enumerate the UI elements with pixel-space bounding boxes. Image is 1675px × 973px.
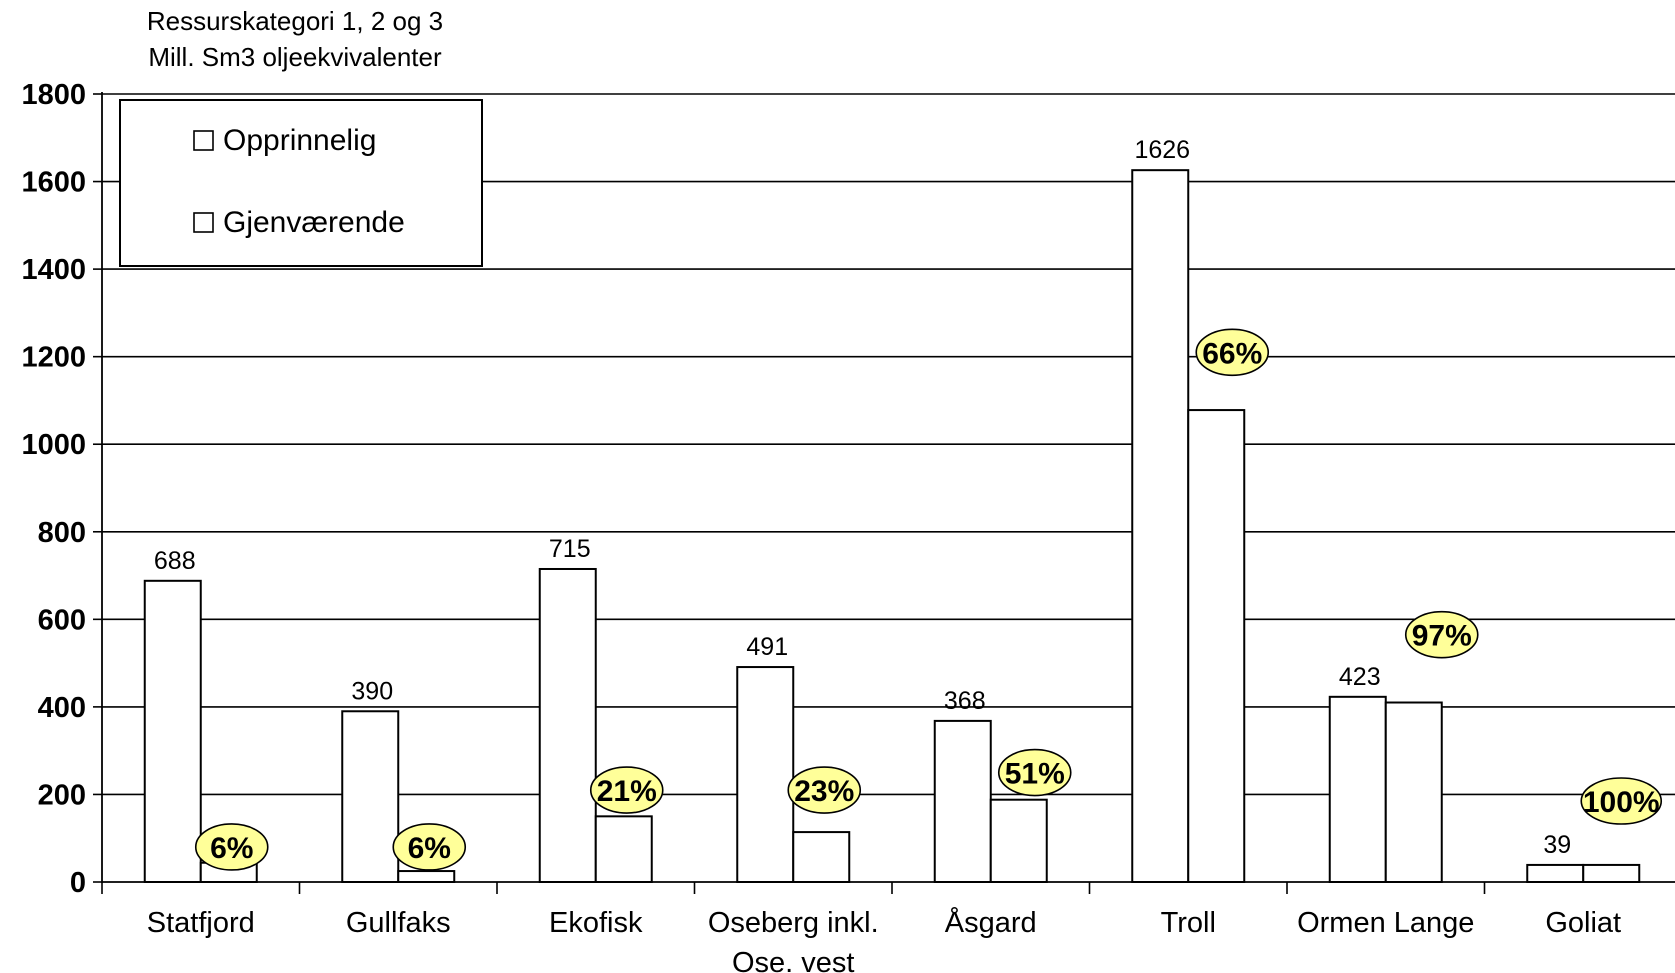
bar-gjenvaerende: [594, 815, 653, 883]
bar-gjenvaerende: [989, 798, 1048, 883]
category-label: Oseberg inkl.: [708, 907, 879, 939]
bar-gjenvaerende: [1384, 701, 1443, 883]
bar-gjenvaerende: [792, 831, 851, 883]
legend: Opprinnelig Gjenværende: [119, 99, 483, 267]
percent-badge: [787, 766, 862, 814]
percent-badge: [589, 766, 664, 814]
bar-opprinnelig: [143, 579, 202, 883]
y-tick-label: 400: [38, 692, 86, 724]
percent-label: 23%: [794, 775, 854, 808]
percent-badge: [1580, 777, 1663, 825]
category-label: Åsgard: [945, 906, 1037, 939]
y-tick-label: 200: [38, 779, 86, 811]
bar-gjenvaerende: [1187, 409, 1246, 883]
percent-badge: [392, 823, 467, 871]
percent-badge: [194, 823, 269, 871]
data-label: 491: [746, 633, 788, 661]
bar-opprinnelig: [1131, 169, 1190, 883]
legend-label: Gjenværende: [223, 206, 405, 239]
data-label: 39: [1543, 831, 1571, 859]
y-tick-label: 800: [38, 517, 86, 549]
data-label: 423: [1339, 663, 1381, 691]
percent-label: 97%: [1412, 620, 1472, 653]
bars: [143, 169, 1641, 884]
y-tick-label: 0: [70, 867, 86, 899]
data-label: 390: [351, 677, 393, 705]
percent-label: 6%: [210, 832, 253, 865]
bar-gjenvaerende: [1582, 863, 1641, 884]
y-tick-label: 600: [38, 604, 86, 636]
category-label: Statfjord: [147, 907, 255, 939]
axes: [93, 92, 1675, 894]
category-label: Ekofisk: [549, 907, 643, 939]
bar-opprinnelig: [1328, 695, 1387, 883]
data-label: 368: [944, 687, 986, 715]
data-label: 688: [154, 547, 196, 575]
category-label: Goliat: [1545, 907, 1621, 939]
percent-label: 51%: [1005, 758, 1065, 791]
legend-swatch: [193, 130, 214, 151]
y-axis-title-line-2: Mill. Sm3 oljeekvivalenter: [148, 42, 442, 72]
percent-label: 100%: [1583, 786, 1660, 819]
y-tick-label: 1200: [21, 342, 86, 374]
bar-opprinnelig: [736, 666, 795, 883]
data-label: 1626: [1134, 136, 1190, 164]
percent-label: 66%: [1202, 337, 1262, 370]
data-label: 715: [549, 535, 591, 563]
percent-badge: [1404, 610, 1479, 659]
category-label: Ose. vest: [732, 947, 855, 973]
category-label: Gullfaks: [346, 907, 451, 939]
bar-opprinnelig: [1526, 863, 1585, 884]
percent-badge: [1195, 328, 1270, 377]
labels: 0 200 400 600 800 1000 1200 1400 1600 1800 688 6% St…: [21, 79, 1663, 973]
y-tick-label: 1600: [21, 167, 86, 199]
legend-label: Opprinnelig: [223, 124, 376, 157]
legend-swatch: [193, 212, 214, 233]
y-tick-label: 1800: [21, 79, 86, 111]
category-label: Troll: [1161, 907, 1216, 939]
bar-opprinnelig: [538, 567, 597, 883]
bar-opprinnelig: [933, 719, 992, 883]
percent-label: 6%: [408, 832, 451, 865]
bar-opprinnelig: [341, 710, 400, 883]
bar-gjenvaerende: [397, 870, 456, 883]
percent-label: 21%: [597, 775, 657, 808]
y-tick-label: 1000: [21, 429, 86, 461]
legend-box: [119, 99, 483, 267]
y-axis-title-line-1: Ressurskategori 1, 2 og 3: [146, 6, 444, 36]
category-label: Ormen Lange: [1297, 907, 1474, 939]
percent-badge: [997, 748, 1072, 797]
y-tick-label: 1400: [21, 254, 86, 286]
